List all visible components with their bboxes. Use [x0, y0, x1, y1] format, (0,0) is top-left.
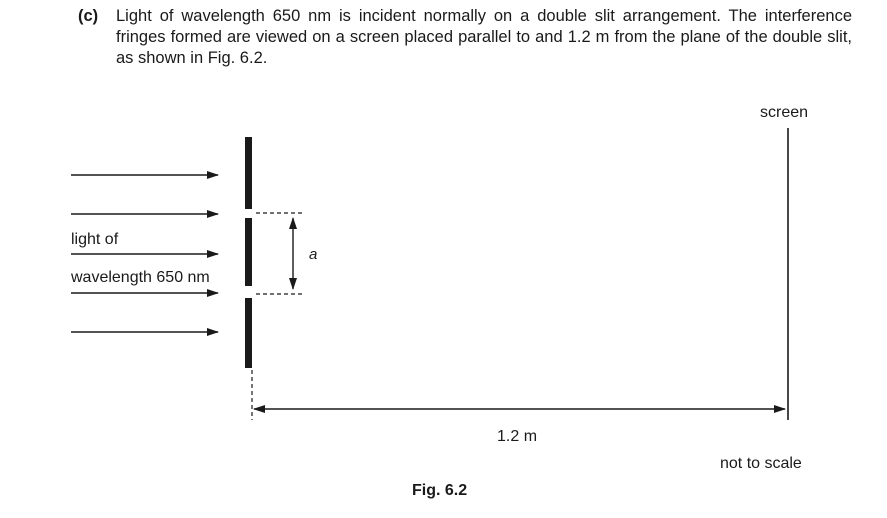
scale-note: not to scale	[720, 455, 802, 472]
question-text: Light of wavelength 650 nm is incident n…	[116, 7, 852, 67]
barrier-bottom	[245, 298, 252, 368]
slit-separation-label: a	[309, 246, 318, 263]
distance-label: 1.2 m	[497, 428, 538, 445]
figure-caption: Fig. 6.2	[412, 482, 468, 499]
slit-marker-lines	[251, 212, 302, 420]
light-label-line2: wavelength 650 nm	[71, 269, 210, 286]
barrier-middle	[245, 218, 252, 286]
barrier-top	[245, 137, 252, 209]
double-slit-barrier	[245, 137, 252, 368]
screen-label: screen	[760, 104, 809, 121]
light-label-line1: light of	[71, 231, 119, 248]
question-part-label: (c)	[78, 7, 99, 25]
incident-light-arrows	[71, 171, 219, 336]
